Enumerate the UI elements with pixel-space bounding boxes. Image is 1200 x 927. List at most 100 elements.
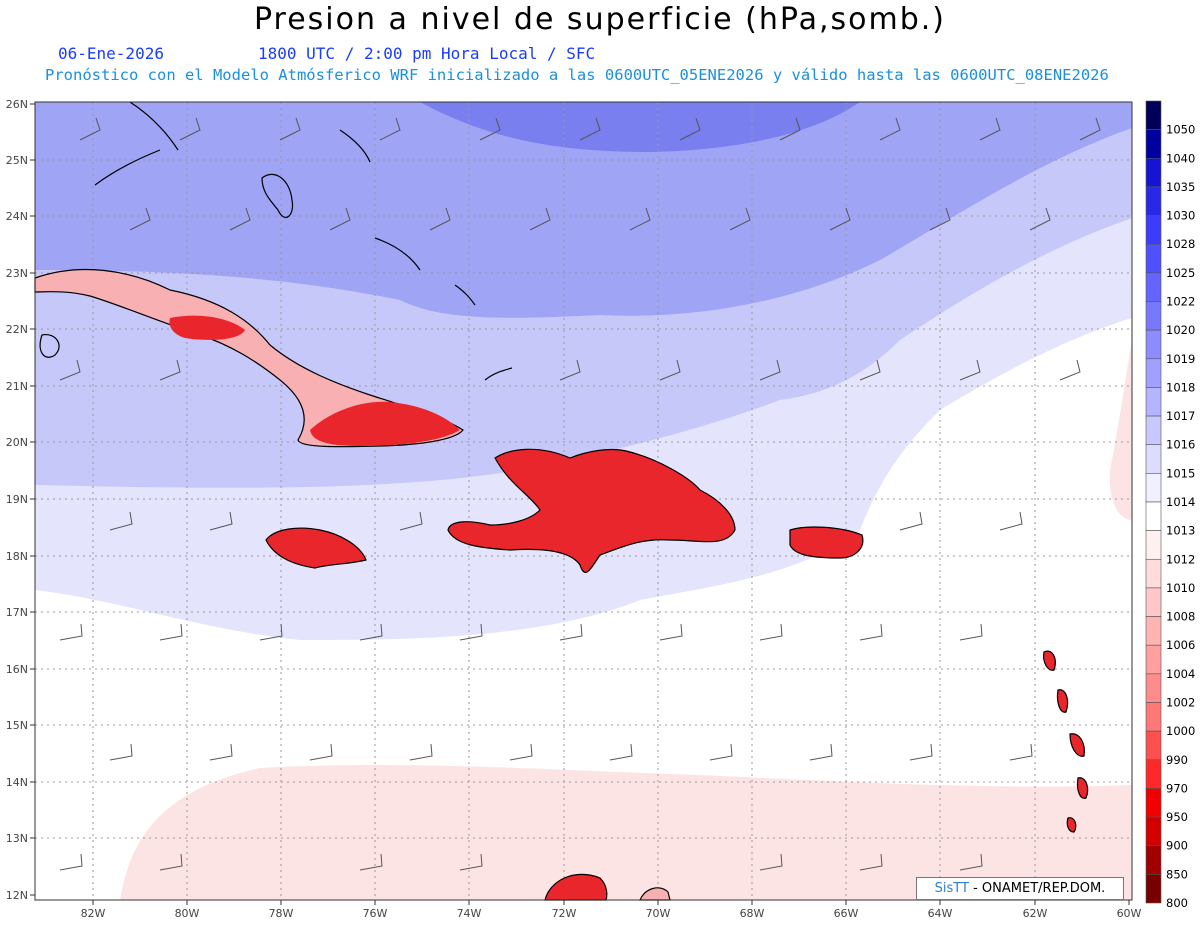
forecast-date: 06-Ene-2026	[58, 44, 164, 63]
lat-label: 19N	[6, 493, 28, 506]
colorbar-swatch	[1145, 272, 1162, 302]
lat-label: 20N	[6, 436, 28, 449]
colorbar-swatch	[1145, 788, 1162, 818]
colorbar-label: 1013	[1166, 524, 1195, 538]
forecast-time: 1800 UTC / 2:00 pm Hora Local / SFC	[258, 44, 596, 63]
colorbar-swatch	[1145, 845, 1162, 875]
pressure-band-1019	[420, 102, 860, 152]
lon-label: 66W	[834, 907, 859, 920]
colorbar-swatch	[1145, 473, 1162, 503]
lat-label: 25N	[6, 154, 28, 167]
lat-label: 16N	[6, 663, 28, 676]
lon-label: 68W	[740, 907, 765, 920]
lon-label: 80W	[175, 907, 200, 920]
colorbar-swatch	[1145, 387, 1162, 417]
colorbar-label: 850	[1166, 867, 1188, 881]
colorbar-swatch	[1145, 702, 1162, 732]
colorbar-label: 1022	[1166, 295, 1195, 309]
model-subtitle: Pronóstico con el Modelo Atmósferico WRF…	[45, 66, 1109, 84]
colorbar-swatch	[1145, 874, 1162, 904]
colorbar-label: 1000	[1166, 724, 1195, 738]
colorbar-label: 1025	[1166, 266, 1195, 280]
colorbar-swatch	[1145, 358, 1162, 388]
colorbar-label: 1030	[1166, 209, 1195, 223]
lon-label: 64W	[928, 907, 953, 920]
colorbar-swatch	[1145, 157, 1162, 188]
colorbar-label: 900	[1166, 839, 1188, 853]
colorbar-label: 1017	[1166, 409, 1195, 423]
colorbar-label: 1016	[1166, 438, 1195, 452]
pressure-field	[35, 102, 1132, 900]
lat-label: 14N	[6, 776, 28, 789]
sistt-logo: SisTT	[934, 881, 969, 896]
colorbar-label: 1040	[1166, 151, 1195, 165]
colorbar-swatch	[1145, 415, 1162, 446]
colorbar-swatch	[1145, 587, 1162, 617]
valid-time-line: 06-Ene-2026 1800 UTC / 2:00 pm Hora Loca…	[0, 44, 1200, 64]
colorbar-swatch	[1145, 816, 1162, 847]
lon-label: 72W	[552, 907, 577, 920]
lat-label: 26N	[6, 98, 28, 111]
lon-label: 60W	[1117, 907, 1142, 920]
lat-tick-marks	[30, 103, 35, 896]
lat-label: 24N	[6, 210, 28, 223]
colorbar-swatch	[1145, 530, 1162, 560]
lon-label: 82W	[81, 907, 106, 920]
colorbar-label: 1018	[1166, 380, 1195, 394]
lon-label: 74W	[457, 907, 482, 920]
colorbar-label: 1014	[1166, 495, 1195, 509]
colorbar-swatch	[1145, 301, 1162, 331]
colorbar-swatch	[1145, 759, 1162, 789]
colorbar-label: 1006	[1166, 638, 1195, 652]
credit-box: SisTT - ONAMET/REP.DOM.	[916, 877, 1124, 900]
lat-label: 15N	[6, 719, 28, 732]
colorbar-label: 1015	[1166, 466, 1195, 480]
colorbar-swatch	[1145, 100, 1162, 130]
colorbar-label: 990	[1166, 753, 1188, 767]
colorbar-label: 1028	[1166, 237, 1195, 251]
colorbar-swatch	[1145, 501, 1162, 531]
colorbar-swatch	[1145, 129, 1162, 159]
colorbar-label: 1002	[1166, 696, 1195, 710]
map-frame	[34, 101, 1133, 901]
colorbar-label: 800	[1166, 896, 1188, 910]
saint-vincent	[1066, 817, 1077, 833]
colorbar-swatch	[1145, 616, 1162, 646]
lat-label: 22N	[6, 323, 28, 336]
lat-label: 17N	[6, 606, 28, 619]
colorbar-label: 1004	[1166, 667, 1195, 681]
lat-label: 18N	[6, 550, 28, 563]
martinique	[1069, 733, 1085, 757]
hispaniola	[447, 448, 736, 573]
colorbar-swatch	[1145, 329, 1162, 360]
colorbar-swatch	[1145, 673, 1162, 703]
colorbar-swatch	[1145, 444, 1162, 474]
lon-label: 62W	[1023, 907, 1048, 920]
lon-tick-marks	[92, 900, 1130, 905]
puerto-rico	[789, 526, 864, 559]
colorbar-label: 950	[1166, 810, 1188, 824]
colorbar-label: 1019	[1166, 352, 1195, 366]
credit-text: - ONAMET/REP.DOM.	[973, 881, 1106, 896]
land-masses	[34, 101, 1089, 901]
wind-barbs	[59, 117, 1101, 871]
colorbar-label: 1020	[1166, 323, 1195, 337]
lat-label: 12N	[6, 889, 28, 902]
florida-keys	[94, 149, 161, 186]
venezuela-coast	[544, 873, 608, 901]
colorbar-label: 1012	[1166, 552, 1195, 566]
colorbar-swatch	[1145, 730, 1162, 761]
pressure-band-1017	[35, 102, 1132, 318]
isla-de-la-juventud	[39, 333, 60, 358]
guadeloupe	[1043, 650, 1056, 671]
lon-labels: 82W 80W 78W 76W 74W 72W 70W 68W 66W 64W …	[81, 907, 1142, 920]
colorbar-swatch	[1145, 558, 1162, 589]
lat-label: 21N	[6, 380, 28, 393]
colorbar: 1050 1040 1035 1030 1028 1025 1022 1020 1019 1018…	[1145, 100, 1195, 910]
colorbar-label: 1008	[1166, 610, 1195, 624]
lon-label: 78W	[269, 907, 294, 920]
colorbar-label: 1035	[1166, 180, 1195, 194]
colorbar-swatch	[1145, 644, 1162, 675]
dominica	[1056, 689, 1069, 713]
